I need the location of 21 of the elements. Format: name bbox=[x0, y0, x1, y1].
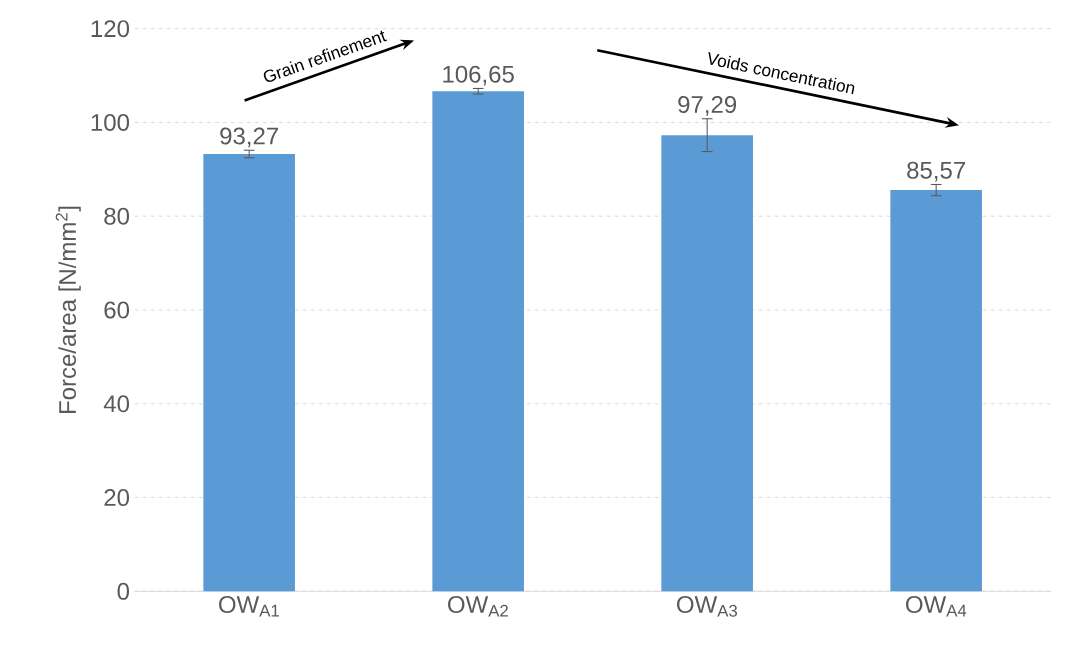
data-label: 106,65 bbox=[443, 65, 514, 86]
y-tick-label: 120 bbox=[91, 20, 130, 38]
y-tick-label: 80 bbox=[104, 207, 130, 225]
bar bbox=[890, 190, 982, 592]
data-label: 85,57 bbox=[907, 161, 965, 182]
data-label: 97,29 bbox=[678, 95, 737, 116]
y-axis-title: Force/area [N/mm$^{2}$] bbox=[55, 206, 81, 414]
y-tick-label: 60 bbox=[104, 301, 130, 319]
x-tick-label: OW$_{A2}$ bbox=[448, 596, 508, 617]
x-tick-label: OW$_{A1}$ bbox=[219, 596, 279, 617]
x-tick-label: OW$_{A3}$ bbox=[677, 596, 738, 617]
data-label: 93,27 bbox=[220, 127, 278, 148]
y-tick-label: 40 bbox=[103, 395, 130, 413]
y-tick-label: 0 bbox=[117, 582, 130, 600]
bar bbox=[203, 153, 295, 592]
bar bbox=[661, 135, 753, 592]
y-tick-label: 20 bbox=[104, 489, 130, 507]
annotation: Voids concentration bbox=[708, 52, 855, 95]
bar bbox=[432, 91, 524, 592]
x-tick-label: OW$_{A4}$ bbox=[906, 596, 967, 617]
y-tick-label: 100 bbox=[91, 113, 130, 131]
